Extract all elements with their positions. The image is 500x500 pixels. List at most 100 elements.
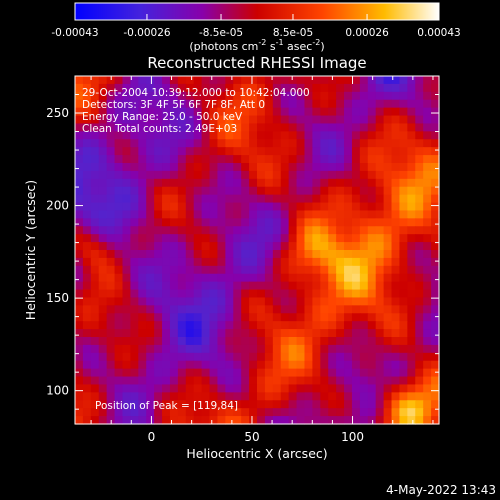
heatmap-cell — [114, 202, 124, 212]
heatmap-cell — [359, 352, 369, 362]
heatmap-cell — [177, 281, 187, 291]
heatmap-cell — [399, 352, 408, 362]
heatmap-cell — [336, 257, 345, 267]
heatmap-cell — [201, 384, 211, 393]
heatmap-cell — [399, 99, 408, 109]
heatmap-cell — [122, 368, 131, 378]
heatmap-cell — [288, 115, 298, 125]
heatmap-cell — [177, 408, 187, 417]
heatmap-cell — [280, 226, 290, 235]
heatmap-cell — [391, 147, 401, 156]
heatmap-cell — [375, 250, 385, 259]
heatmap-cell — [375, 194, 385, 204]
heatmap-cell — [423, 273, 432, 283]
heatmap-cell — [296, 163, 306, 172]
heatmap-cell — [288, 257, 298, 267]
heatmap-cell — [391, 313, 401, 322]
heatmap-cell — [122, 352, 131, 362]
heatmap-cell — [98, 360, 108, 370]
heatmap-cell — [431, 99, 440, 109]
heatmap-cell — [328, 139, 337, 148]
heatmap-cell — [249, 202, 258, 212]
heatmap-cell — [320, 265, 329, 275]
heatmap-cell — [225, 400, 234, 409]
heatmap-cell — [320, 178, 329, 188]
heatmap-cell — [146, 368, 155, 378]
heatmap-cell — [82, 408, 92, 417]
heatmap-cell — [154, 408, 163, 417]
heatmap-cell — [257, 344, 266, 354]
heatmap-cell — [130, 321, 139, 330]
heatmap-cell — [209, 257, 219, 267]
heatmap-cell — [328, 155, 337, 164]
heatmap-cell — [193, 170, 203, 180]
heatmap-cell — [375, 329, 385, 338]
heatmap-cell — [391, 202, 401, 212]
heatmap-cell — [177, 250, 187, 259]
x-axis-label: Heliocentric X (arcsec) — [186, 446, 327, 461]
heatmap-cell — [407, 416, 416, 425]
heatmap-cell — [146, 83, 155, 93]
heatmap-cell — [328, 313, 337, 322]
heatmap-cell — [359, 218, 369, 227]
heatmap-cell — [82, 107, 92, 117]
heatmap-cell — [209, 273, 219, 283]
heatmap-cell — [193, 242, 203, 251]
heatmap-cell — [130, 155, 139, 164]
heatmap-cell — [122, 218, 131, 227]
heatmap-cell — [264, 337, 274, 346]
heatmap-cell — [296, 289, 306, 299]
heatmap-cell — [90, 234, 100, 243]
heatmap-cell — [177, 265, 187, 275]
heatmap-cell — [383, 131, 393, 140]
heatmap-cell — [249, 170, 258, 180]
heatmap-cell — [98, 194, 108, 204]
heatmap-cell — [154, 242, 163, 251]
heatmap-cell — [359, 99, 369, 109]
heatmap-cell — [375, 408, 385, 417]
heatmap-cell — [328, 257, 337, 267]
heatmap-cell — [130, 329, 139, 338]
heatmap-cell — [217, 242, 226, 251]
heatmap-cell — [217, 131, 226, 140]
heatmap-cell — [106, 99, 116, 109]
heatmap-cell — [233, 170, 242, 180]
heatmap-cell — [320, 408, 329, 417]
heatmap-cell — [359, 115, 369, 125]
heatmap-cell — [169, 329, 179, 338]
heatmap-cell — [375, 360, 385, 370]
heatmap-cell — [114, 139, 124, 148]
heatmap-cell — [399, 376, 408, 386]
heatmap-cell — [312, 400, 321, 409]
heatmap-cell — [82, 305, 92, 314]
heatmap-cell — [431, 321, 440, 330]
heatmap-cell — [90, 360, 100, 370]
heatmap-cell — [399, 344, 408, 354]
heatmap-cell — [201, 242, 211, 251]
heatmap-cell — [415, 155, 424, 164]
heatmap-cell — [162, 352, 171, 362]
heatmap-cell — [391, 194, 401, 204]
heatmap-cell — [233, 194, 242, 204]
heatmap-cell — [272, 147, 282, 156]
heatmap-cell — [391, 123, 401, 132]
heatmap-cell — [280, 384, 290, 393]
heatmap-cell — [162, 91, 171, 101]
heatmap-cell — [423, 265, 432, 275]
heatmap-cell — [138, 242, 147, 251]
heatmap-cell — [130, 265, 139, 275]
heatmap-cell — [288, 408, 298, 417]
heatmap-cell — [288, 202, 298, 212]
heatmap-cell — [351, 250, 361, 259]
heatmap-cell — [201, 360, 211, 370]
heatmap-cell — [272, 178, 282, 188]
heatmap-cell — [233, 178, 242, 188]
heatmap-cell — [280, 147, 290, 156]
heatmap-cell — [312, 376, 321, 386]
heatmap-cell — [344, 218, 353, 227]
heatmap-cell — [336, 115, 345, 125]
heatmap-cell — [249, 360, 258, 370]
heatmap-cell — [106, 107, 116, 117]
heatmap-cell — [225, 289, 234, 299]
heatmap-cell — [201, 210, 211, 219]
